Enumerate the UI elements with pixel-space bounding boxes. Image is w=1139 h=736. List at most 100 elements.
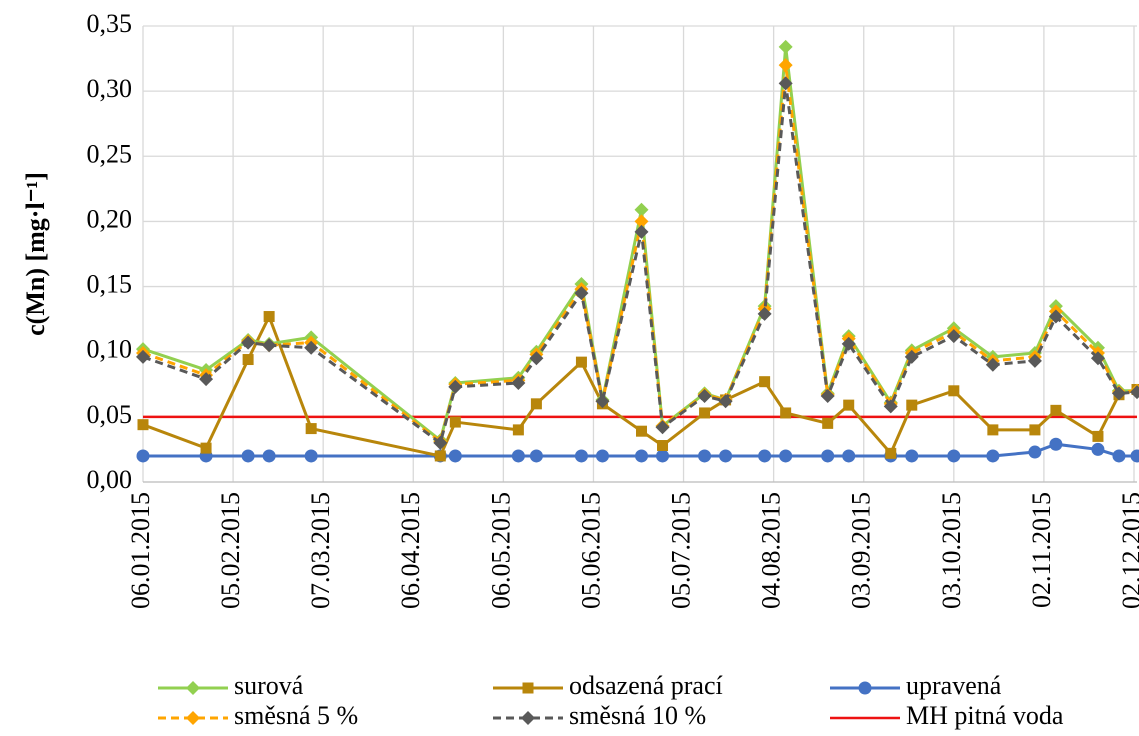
marker [820, 389, 835, 404]
marker [136, 349, 150, 364]
marker [1092, 430, 1104, 442]
marker [241, 449, 255, 463]
marker [304, 449, 318, 463]
marker [186, 681, 200, 695]
marker [779, 449, 793, 463]
y-tick-label: 0,00 [87, 465, 133, 494]
marker [656, 449, 670, 463]
marker [1048, 309, 1063, 324]
y-tick-label: 0,30 [87, 74, 133, 103]
x-tick-label: 02.11.2015 [1027, 492, 1056, 608]
marker [186, 711, 200, 725]
marker [821, 449, 835, 463]
marker [137, 419, 149, 431]
marker [530, 398, 542, 410]
marker [263, 311, 275, 323]
legend-label: směsná 10 % [569, 701, 706, 730]
marker [634, 224, 649, 239]
marker [842, 449, 856, 463]
marker [946, 329, 961, 344]
marker [699, 407, 711, 419]
marker [635, 449, 649, 463]
marker [841, 336, 856, 351]
x-tick-label: 05.07.2015 [667, 492, 696, 609]
marker [634, 214, 649, 229]
x-tick-label: 03.09.2015 [847, 492, 876, 609]
marker [883, 399, 898, 414]
marker [433, 435, 448, 450]
series-line [142, 64, 1138, 445]
series [136, 76, 1139, 450]
legend-label: směsná 5 % [234, 701, 358, 730]
y-axis-label: c(Mn) [mg·l⁻¹] [21, 172, 50, 336]
marker [843, 399, 855, 411]
marker [1090, 351, 1105, 366]
marker [522, 682, 534, 694]
marker [698, 449, 712, 463]
marker [574, 449, 588, 463]
marker [575, 356, 587, 368]
legend-label: odsazená prací [569, 671, 723, 700]
marker [1112, 449, 1126, 463]
marker [448, 449, 462, 463]
marker [987, 424, 999, 436]
x-tick-label: 03.10.2015 [937, 492, 966, 609]
marker [1111, 386, 1126, 401]
marker [885, 447, 897, 459]
marker [511, 449, 525, 463]
marker [1029, 424, 1041, 436]
marker [780, 407, 792, 419]
marker [199, 372, 214, 387]
marker [657, 440, 669, 452]
y-tick-label: 0,05 [87, 400, 133, 429]
legend-label: upravená [906, 671, 1002, 700]
marker [636, 425, 648, 437]
marker [511, 375, 526, 390]
x-tick-label: 06.04.2015 [396, 492, 425, 609]
marker [434, 450, 446, 462]
x-tick-label: 06.05.2015 [486, 492, 515, 609]
marker [595, 449, 609, 463]
series [137, 311, 1139, 462]
marker [634, 202, 649, 217]
marker [521, 711, 535, 725]
y-tick-label: 0,10 [87, 335, 133, 364]
marker [758, 449, 772, 463]
marker [574, 286, 589, 301]
marker [719, 449, 733, 463]
marker [529, 449, 543, 463]
marker [1091, 442, 1105, 456]
marker [948, 385, 960, 397]
y-tick-label: 0,15 [87, 270, 133, 299]
marker [449, 416, 461, 428]
marker [305, 423, 317, 435]
marker [906, 399, 918, 411]
x-tick-label: 05.02.2015 [216, 492, 245, 609]
marker [905, 449, 919, 463]
series-line [142, 312, 1138, 458]
y-tick-label: 0,25 [87, 139, 133, 168]
marker [1027, 353, 1042, 368]
marker [304, 340, 319, 355]
marker [241, 335, 256, 350]
marker [595, 394, 610, 409]
marker [655, 420, 670, 435]
x-tick-label: 07.03.2015 [306, 492, 335, 609]
marker [947, 449, 961, 463]
marker [1130, 449, 1139, 463]
marker [1028, 445, 1042, 459]
series-line [143, 442, 1137, 458]
marker [529, 351, 544, 366]
marker [242, 354, 254, 366]
legend-label: MH pitná voda [906, 701, 1064, 730]
x-tick-label: 05.06.2015 [576, 492, 605, 609]
marker [759, 376, 771, 388]
y-tick-label: 0,20 [87, 204, 133, 233]
marker [986, 449, 1000, 463]
marker [697, 389, 712, 404]
series [136, 437, 1139, 463]
marker [757, 306, 772, 321]
series-line [142, 83, 1138, 446]
y-tick-label: 0,35 [87, 9, 133, 38]
